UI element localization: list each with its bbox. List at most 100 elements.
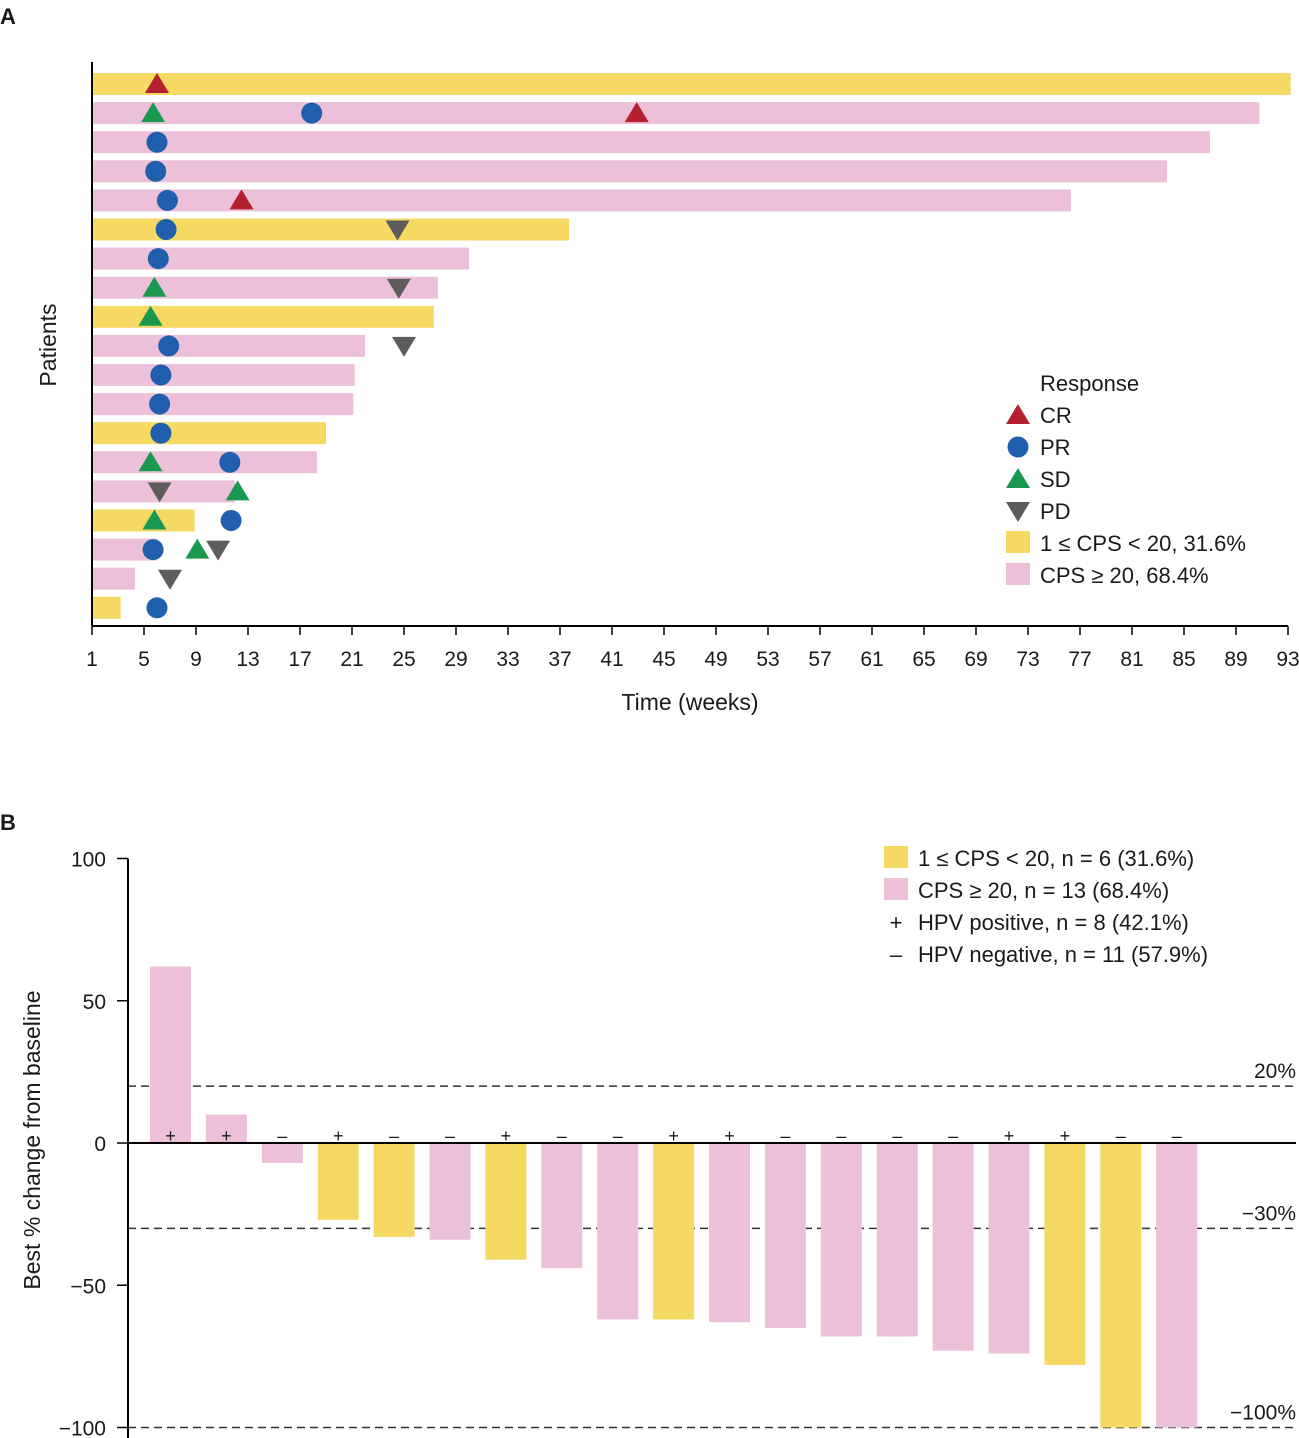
response-marker-pd <box>386 278 411 299</box>
waterfall-bar <box>429 1143 471 1240</box>
response-marker-sd <box>138 305 163 326</box>
waterfall-bar <box>150 966 191 1143</box>
legend-symbol-hpv_neg: – <box>890 942 903 967</box>
legend-label: 1 ≤ CPS < 20, n = 6 (31.6%) <box>918 846 1194 871</box>
response-marker-sd <box>185 538 210 559</box>
waterfall-bar <box>988 1143 1030 1354</box>
response-marker-sd <box>142 276 167 297</box>
y-axis-title: Patients <box>35 303 61 386</box>
legend-swatch-low <box>884 846 908 868</box>
waterfall-bar <box>317 1143 359 1220</box>
response-marker-pr <box>145 160 167 182</box>
x-tick-label: 5 <box>138 648 150 671</box>
waterfall-bar <box>876 1143 918 1337</box>
swimmer-bar <box>92 218 570 241</box>
reference-label: −30% <box>1242 1202 1296 1225</box>
response-marker-sd <box>141 102 166 123</box>
panel-b-legend: 1 ≤ CPS < 20, n = 6 (31.6%) CPS ≥ 20, n =… <box>884 846 1208 967</box>
response-marker-pr <box>155 219 177 240</box>
reference-label: 20% <box>1254 1060 1296 1083</box>
response-marker-sd <box>142 509 167 530</box>
x-tick-label: 41 <box>600 648 623 671</box>
response-marker-sd <box>138 451 163 472</box>
swimmer-bar <box>92 247 469 270</box>
waterfall-bar <box>932 1143 974 1351</box>
x-tick-label: 93 <box>1276 648 1299 671</box>
swimmer-bar <box>92 276 438 299</box>
legend-symbol-hpv_pos: + <box>890 910 903 935</box>
x-tick-label: 89 <box>1224 648 1247 671</box>
response-marker-pr <box>150 422 172 444</box>
panel-b-label: B <box>0 810 16 835</box>
x-tick-label: 81 <box>1120 648 1143 671</box>
swimmer-bar <box>92 102 1260 125</box>
hpv-marker: + <box>668 1126 679 1146</box>
hpv-marker: + <box>333 1126 344 1146</box>
x-tick-label: 57 <box>808 648 831 671</box>
x-tick-label: 85 <box>1172 648 1195 671</box>
hpv-marker: – <box>948 1126 958 1146</box>
y-axis-title: Best % change from baseline <box>19 990 45 1289</box>
response-marker-cr <box>145 73 169 93</box>
swimmer-bar <box>92 334 365 357</box>
swimmer-bar <box>92 189 1071 212</box>
swimmer-bar <box>92 596 121 619</box>
swimmer-bar <box>92 509 195 532</box>
hpv-marker: + <box>1004 1126 1015 1146</box>
x-tick-label: 73 <box>1016 648 1039 671</box>
x-axis-title: Time (weeks) <box>621 689 758 715</box>
response-marker-pr <box>142 539 164 561</box>
y-tick-label: 100 <box>71 849 106 872</box>
waterfall-bar <box>597 1143 639 1320</box>
response-marker-pr <box>147 248 169 270</box>
x-tick-label: 53 <box>756 648 779 671</box>
swimmer-bar <box>92 131 1210 154</box>
swimmer-bar <box>92 305 434 328</box>
reference-label: −100% <box>1230 1402 1296 1425</box>
response-marker-pr <box>220 510 242 531</box>
hpv-marker: – <box>836 1126 846 1146</box>
panel-b-axes: 100 50 0 −50 −100 Best % change from baseline <box>19 849 1296 1438</box>
waterfall-bar <box>373 1143 415 1237</box>
hpv-marker: + <box>221 1126 232 1146</box>
y-tick-label: 50 <box>83 991 106 1014</box>
x-tick-label: 1 <box>86 648 98 671</box>
swimmer-bar <box>92 393 354 416</box>
x-tick-label: 45 <box>652 648 675 671</box>
response-marker-pd <box>206 540 231 561</box>
response-marker-pd <box>147 482 172 503</box>
hpv-marker: – <box>557 1126 567 1146</box>
x-tick-label: 37 <box>548 648 571 671</box>
legend-marker-sd <box>1006 468 1030 488</box>
waterfall-bar <box>541 1143 583 1269</box>
waterfall-bar <box>205 1114 247 1143</box>
x-tick-label: 61 <box>860 648 883 671</box>
panel-a-legend: Response CR PR SD PD 1 ≤ CPS < 20, 31.6% CPS ≥… <box>1006 371 1246 588</box>
legend-label: 1 ≤ CPS < 20, 31.6% <box>1040 531 1246 556</box>
hpv-marker: – <box>389 1126 399 1146</box>
x-tick-label: 17 <box>288 648 311 671</box>
x-tick-label: 21 <box>340 648 363 671</box>
legend-label: CPS ≥ 20, 68.4% <box>1040 563 1209 588</box>
swimmer-bar <box>92 73 1291 95</box>
x-tick-label: 29 <box>444 648 467 671</box>
y-tick-label: −100 <box>59 1418 106 1438</box>
response-marker-pd <box>385 220 410 241</box>
swimmer-bar <box>92 364 355 386</box>
response-marker-pr <box>149 393 171 415</box>
response-marker-pr <box>146 597 168 619</box>
x-tick-label: 9 <box>190 648 202 671</box>
panel-a-markers <box>138 73 649 619</box>
legend-swatch-high <box>884 878 908 900</box>
x-tick-label: 13 <box>236 648 259 671</box>
x-tick-label: 77 <box>1068 648 1091 671</box>
response-marker-pd <box>158 569 182 590</box>
legend-marker-pr <box>1007 436 1029 458</box>
legend-marker-pd <box>1006 502 1030 522</box>
waterfall-bar <box>485 1143 527 1260</box>
hpv-marker: – <box>613 1126 623 1146</box>
y-tick-label: 0 <box>94 1133 106 1156</box>
hpv-marker: + <box>165 1126 176 1146</box>
panel-a-axes: 1 5 9 13 17 21 25 29 33 37 41 45 49 53 57 61 65 69 73 77 81 8… <box>35 62 1299 715</box>
